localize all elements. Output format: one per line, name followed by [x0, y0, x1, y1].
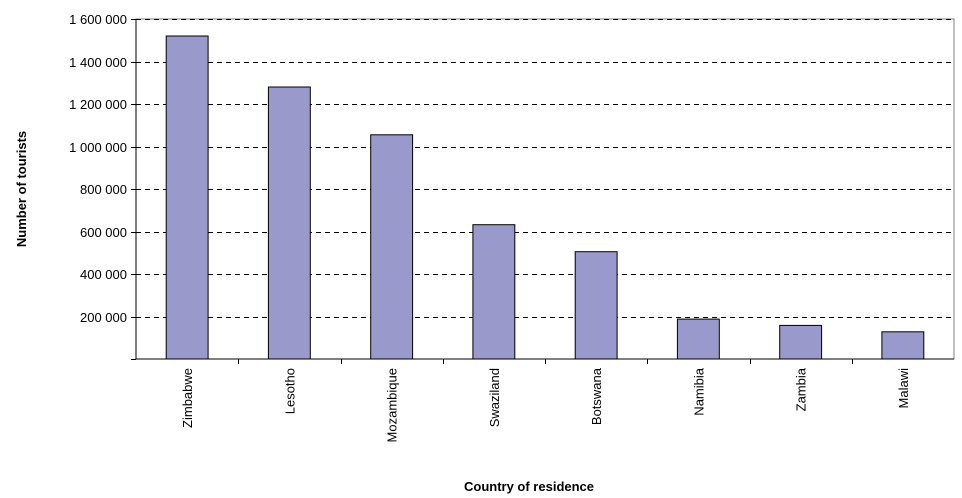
x-axis-ticks: Zimbabwe Lesotho Mozambique Swaziland Botswa… [180, 359, 911, 442]
y-tick-label: 1 000 000 [69, 140, 127, 155]
x-axis-title: Country of residence [464, 479, 594, 494]
x-tick-label-mozambique: Mozambique [385, 368, 400, 442]
bar-namibia [676, 318, 720, 360]
bar-zambia [779, 324, 823, 360]
bar-zimbabwe [165, 35, 209, 360]
bar-malawi [881, 331, 925, 360]
x-tick-label-malawi: Malawi [896, 368, 911, 409]
y-tick-label: 1 200 000 [69, 97, 127, 112]
y-axis-title: Number of tourists [14, 131, 29, 247]
bar-mozambique [370, 134, 414, 360]
y-tick-label: 800 000 [80, 182, 127, 197]
x-tick-label-lesotho: Lesotho [282, 368, 297, 414]
x-tick-label-namibia: Namibia [691, 367, 706, 415]
bar-lesotho [267, 86, 311, 360]
x-tick-label-swaziland: Swaziland [487, 368, 502, 427]
y-tick-label: 1 600 000 [69, 12, 127, 27]
y-tick-label: 400 000 [80, 267, 127, 282]
x-tick-label-zambia: Zambia [794, 367, 809, 411]
bar-botswana [574, 251, 618, 360]
x-tick-label-zimbabwe: Zimbabwe [180, 368, 195, 428]
bar-swaziland [472, 224, 516, 360]
x-tick-label-botswana: Botswana [589, 367, 604, 425]
bars [165, 35, 925, 360]
y-tick-label: 600 000 [80, 225, 127, 240]
y-axis-ticks: 200 000 400 000 600 000 800 000 1 000 000 1 2… [69, 12, 136, 360]
y-tick-label: 200 000 [80, 310, 127, 325]
y-tick-label: 1 400 000 [69, 55, 127, 70]
